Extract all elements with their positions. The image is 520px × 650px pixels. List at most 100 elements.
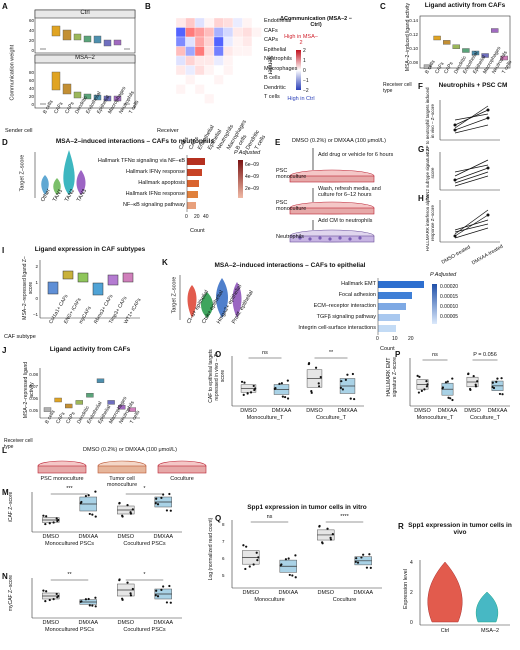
panel-e-step7: Neutrophils — [276, 234, 304, 240]
group-label: DMSO — [117, 534, 135, 540]
heatmap-cell — [194, 36, 205, 47]
group-caption: Coculture_T — [470, 415, 500, 421]
panel-c-box — [452, 44, 460, 49]
point — [240, 380, 244, 383]
panel-d-ylabel: Target Z–score — [19, 154, 26, 192]
panel-ylabel: Log (normalized read count) — [208, 517, 214, 581]
heatmap-cell — [185, 27, 196, 38]
heatmap-cell — [175, 17, 186, 28]
point — [168, 492, 171, 496]
point — [340, 380, 343, 383]
panel-o — [231, 356, 364, 407]
point — [416, 374, 419, 377]
panel-i-letter: I — [2, 246, 5, 255]
panel-b-scale-tick: 1 — [303, 58, 306, 64]
panel-k-legend-val: 0.00010 — [440, 304, 459, 310]
point — [294, 576, 297, 579]
point — [291, 574, 294, 577]
panel-j-ytick: 0.08 — [29, 372, 38, 377]
panel-j-ytick: 0.07 — [29, 384, 38, 389]
panel-a-letter: A — [2, 2, 8, 11]
point — [279, 564, 282, 567]
group-label: DMXAA — [437, 408, 458, 414]
panel-r-xtick: Ctrl — [440, 628, 450, 634]
panel-d-xtick: 0 — [185, 214, 188, 220]
point — [351, 372, 354, 376]
panel-e-schematic — [289, 148, 375, 243]
point — [326, 527, 329, 530]
point — [474, 385, 478, 388]
panel-a-boxes-ctrl — [40, 25, 130, 50]
point — [242, 544, 245, 547]
heatmap-cell — [213, 74, 224, 85]
point — [79, 502, 82, 505]
heatmap-cell — [194, 93, 205, 104]
panel-a — [34, 9, 136, 109]
panel-j-box — [75, 400, 84, 405]
heatmap-cell — [213, 46, 224, 57]
panels-fgh — [439, 100, 500, 243]
point — [244, 567, 247, 571]
point — [447, 396, 450, 399]
panel-k-ylabel: Target Z–score — [171, 276, 178, 314]
violin-ctrl — [427, 561, 463, 623]
panel-a-ytick: 60 — [28, 78, 34, 83]
point — [257, 556, 260, 559]
heatmap-cell — [232, 36, 243, 47]
panel-a-boxes-msa2 — [40, 71, 130, 105]
panel-d-legend-val: 6e–09 — [245, 162, 259, 168]
heatmap-cell — [223, 74, 234, 85]
heatmap-cell — [223, 46, 234, 57]
panel-j-ytick: 0.06 — [29, 396, 38, 401]
panel-p — [409, 358, 510, 407]
panel-ylabel: CAF to epithelial targets repressed in v… — [208, 349, 226, 403]
point — [362, 553, 365, 556]
group-caption: Monocultured PSCs — [45, 627, 94, 633]
point — [165, 509, 169, 512]
panel-a-ylabel: Communication weight — [9, 44, 16, 101]
point — [48, 598, 51, 602]
panel-d-bars — [186, 155, 205, 212]
point — [341, 388, 344, 391]
sig-label: ** — [328, 350, 334, 356]
point — [496, 377, 499, 380]
point — [310, 391, 313, 394]
point — [169, 601, 172, 604]
point — [451, 398, 454, 402]
panel-b-letter: B — [145, 2, 151, 11]
panel-j-letter: J — [2, 346, 7, 355]
panel-d-xtick: 20 — [194, 214, 200, 220]
point — [426, 383, 429, 386]
panel-q — [231, 520, 382, 589]
heatmap-cell — [251, 93, 262, 104]
group-label: DMXAA — [337, 408, 358, 414]
point — [88, 512, 91, 516]
heatmap-cell — [185, 55, 196, 66]
panel-n-letter: N — [2, 572, 8, 581]
group-label: DMXAA — [78, 534, 99, 540]
ytick: 5 — [222, 573, 225, 578]
point — [314, 366, 318, 369]
panel-b-scale-tick: −2 — [303, 88, 309, 94]
ytick: 6 — [222, 556, 225, 561]
panel-c-ytick: 0.14 — [409, 18, 418, 23]
heatmap-cell — [213, 17, 224, 28]
group-label: DMSO — [464, 408, 481, 414]
point — [284, 558, 288, 561]
heatmap-cell — [204, 55, 215, 66]
panel-i-ytick: −1 — [32, 312, 38, 317]
heatmap-cell — [251, 84, 262, 95]
point — [44, 522, 47, 526]
group-label: DMSO — [317, 590, 335, 596]
point — [52, 598, 55, 601]
heatmap-cell — [213, 93, 224, 104]
panel-d-legend-val: 2e–09 — [245, 186, 259, 192]
group-label: DMXAA — [487, 408, 508, 414]
heatmap-cell — [232, 93, 243, 104]
heatmap-cell — [175, 74, 186, 85]
panel-e-step6: Add CM to neutrophils — [318, 218, 373, 224]
panel-c-box — [433, 35, 441, 41]
point — [288, 573, 291, 577]
panel-b-scale-tick: −1 — [303, 78, 309, 84]
point — [360, 556, 363, 559]
